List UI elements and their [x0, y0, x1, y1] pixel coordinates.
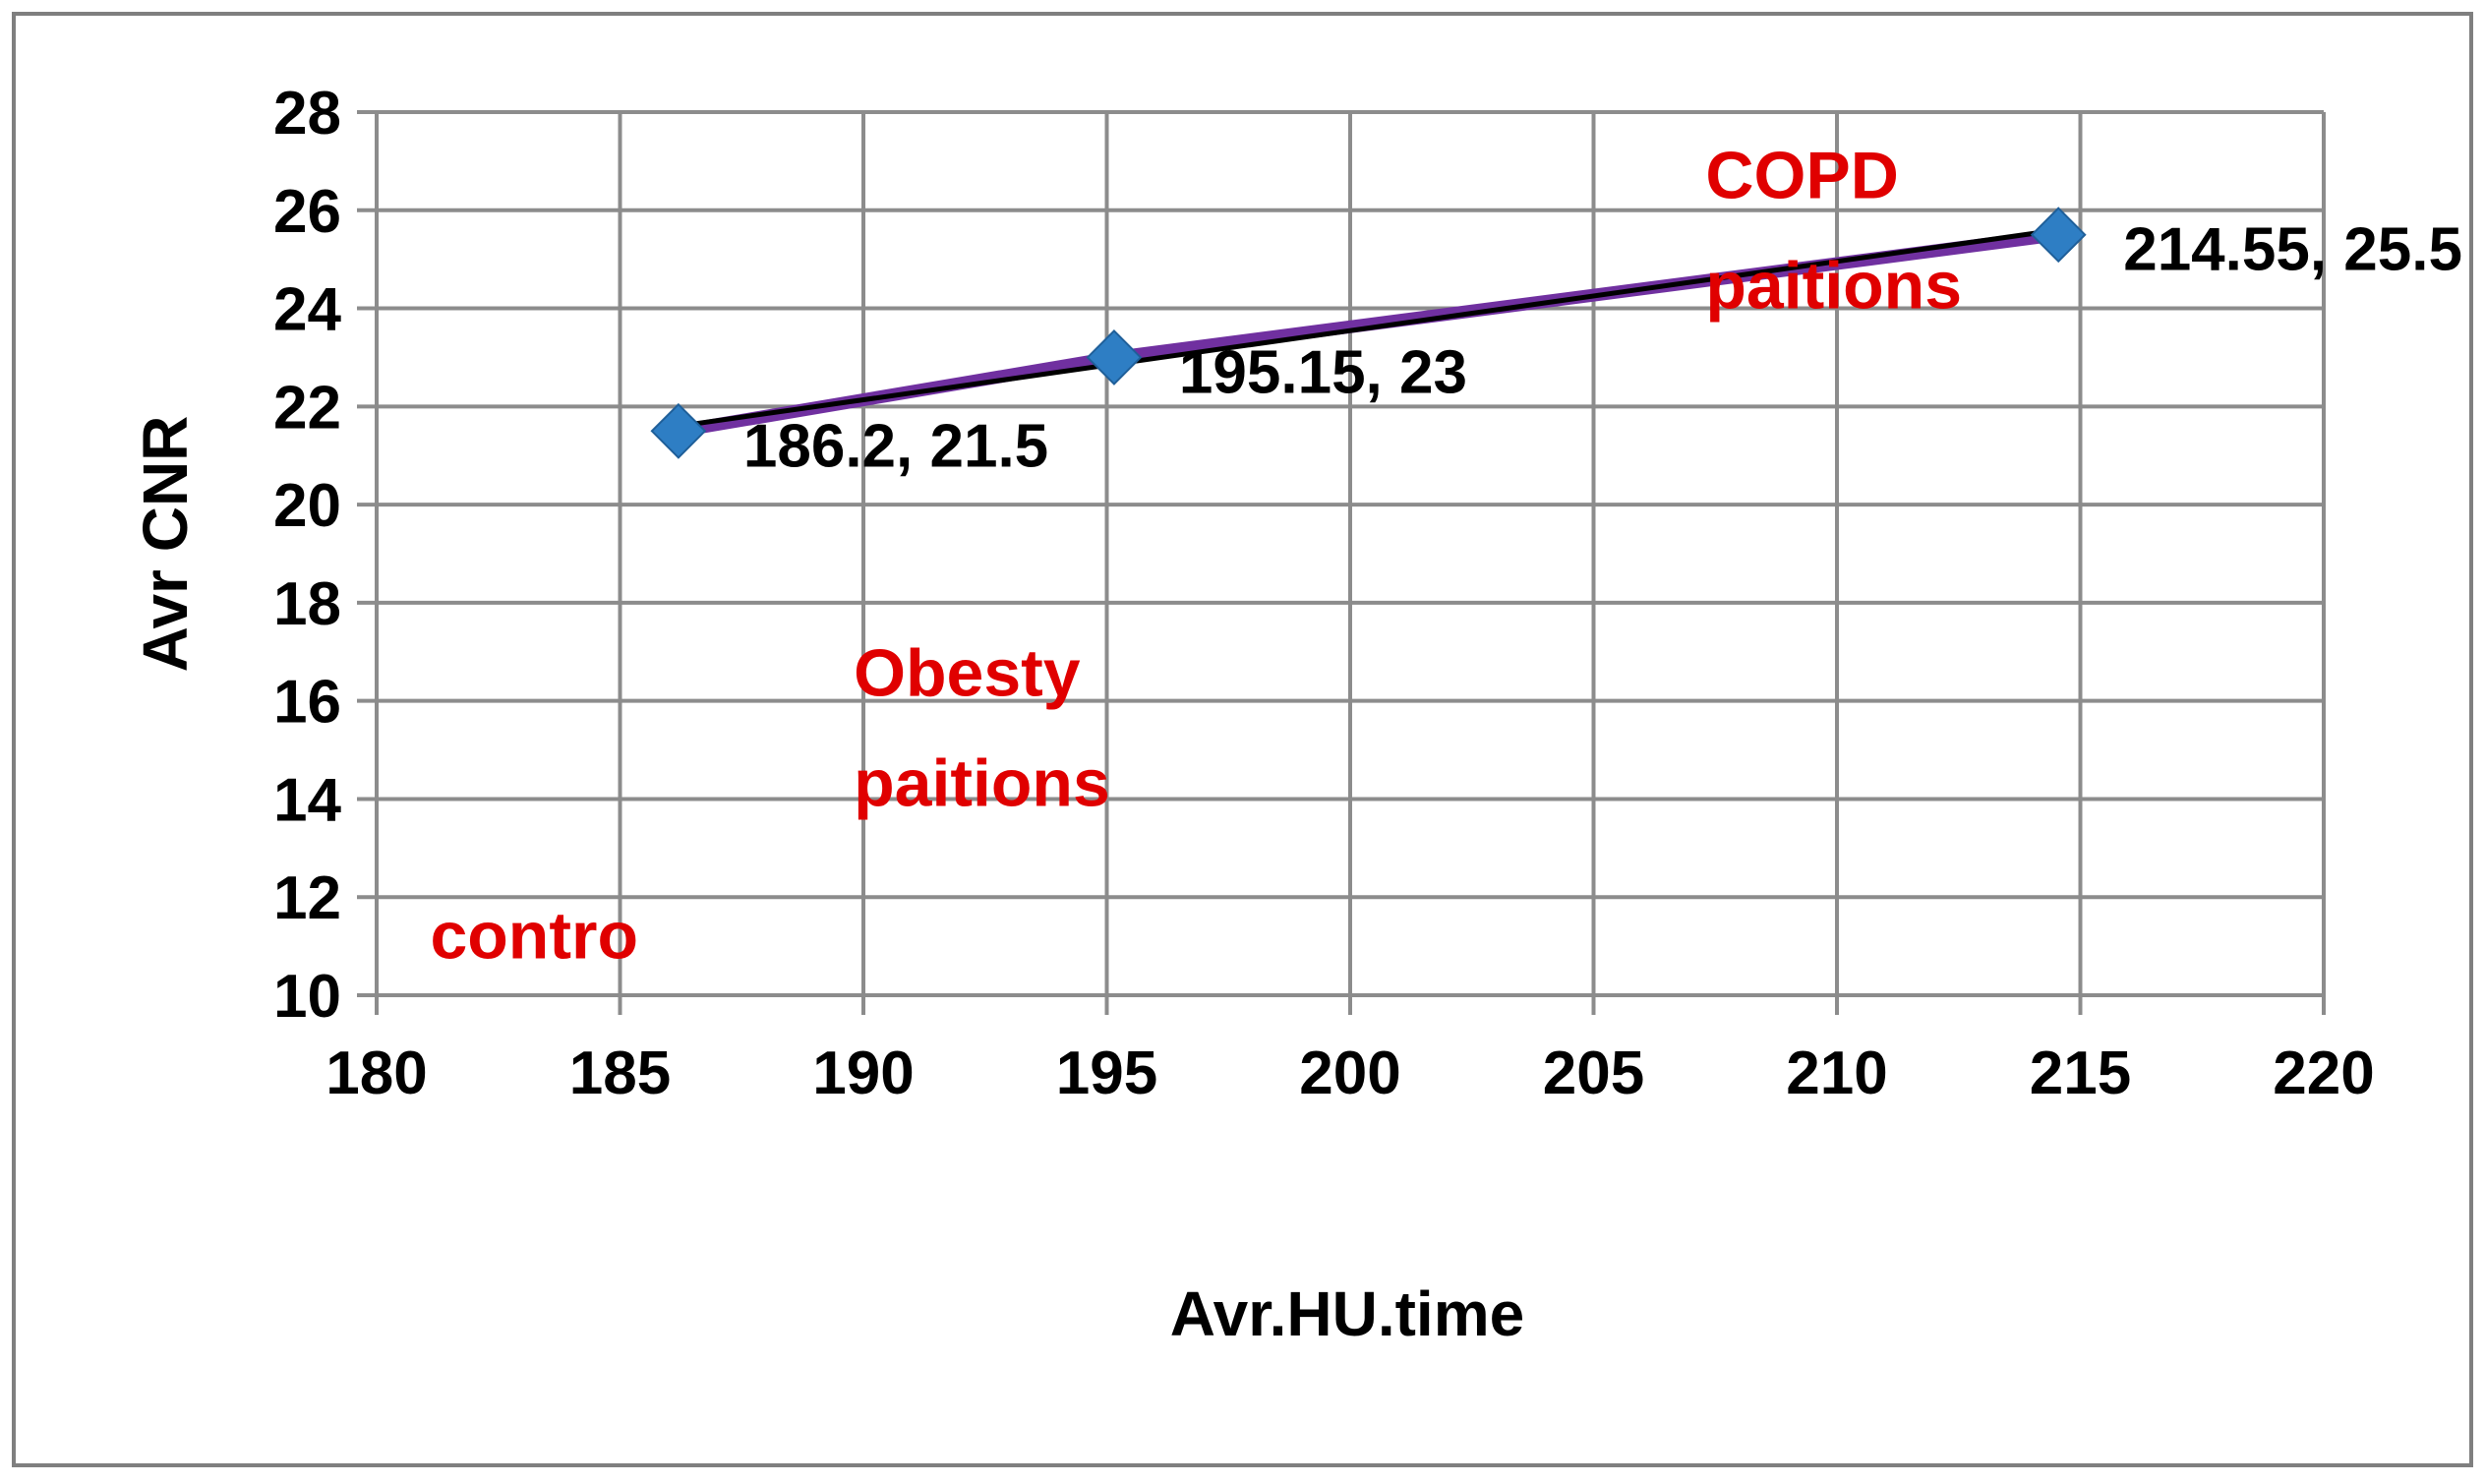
chart-border: [12, 12, 2473, 1467]
trendline: [678, 227, 2059, 429]
x-tick-label: 215: [2030, 1039, 2131, 1107]
annotation-text: paitions: [1705, 248, 1962, 323]
y-tick-label: 24: [273, 276, 341, 344]
y-tick-label: 10: [273, 963, 341, 1031]
y-tick-label: 14: [273, 766, 341, 834]
y-tick-label: 18: [273, 570, 341, 638]
data-series: 186.2, 21.5 195.15, 23 214.55, 25.5: [650, 207, 2462, 480]
x-axis-label: Avr.HU.time: [1170, 1278, 1524, 1349]
annotation-text: Obesty: [854, 636, 1081, 711]
data-point-marker: [1086, 329, 1143, 386]
x-tick-label: 220: [2273, 1039, 2374, 1107]
y-axis-label: Avr CNR: [130, 416, 201, 673]
x-tick-label: 205: [1543, 1039, 1644, 1107]
y-tick-label: 26: [273, 178, 341, 246]
x-tick-label: 190: [812, 1039, 914, 1107]
data-point-label: 214.55, 25.5: [2123, 216, 2462, 284]
y-tick-label: 22: [273, 374, 341, 442]
data-point-label: 195.15, 23: [1179, 338, 1467, 406]
x-tick-label: 210: [1786, 1039, 1887, 1107]
y-tick-label: 12: [273, 864, 341, 932]
y-tick-label: 16: [273, 669, 341, 737]
annotation-text: COPD: [1705, 138, 1898, 212]
x-tick-label: 185: [569, 1039, 671, 1107]
grid-lines: [377, 110, 2326, 995]
tick-labels: 10 12 14 16 18 20 22 24 26 28 180 185 190 195 200 205 21…: [273, 80, 2375, 1107]
y-tick-label: 20: [273, 472, 341, 540]
data-point-marker: [650, 402, 707, 459]
annotation-text: contro: [430, 899, 638, 974]
data-point-label: 186.2, 21.5: [743, 412, 1048, 480]
x-tick-label: 200: [1299, 1039, 1400, 1107]
data-point-marker: [2030, 207, 2087, 264]
annotation-text: paitions: [854, 746, 1110, 821]
x-tick-label: 195: [1056, 1039, 1157, 1107]
x-tick-label: 180: [325, 1039, 427, 1107]
annotations: COPD paitions Obesty paitions contro: [430, 138, 1962, 973]
y-tick-label: 28: [273, 80, 341, 148]
axes: [357, 110, 2326, 1015]
